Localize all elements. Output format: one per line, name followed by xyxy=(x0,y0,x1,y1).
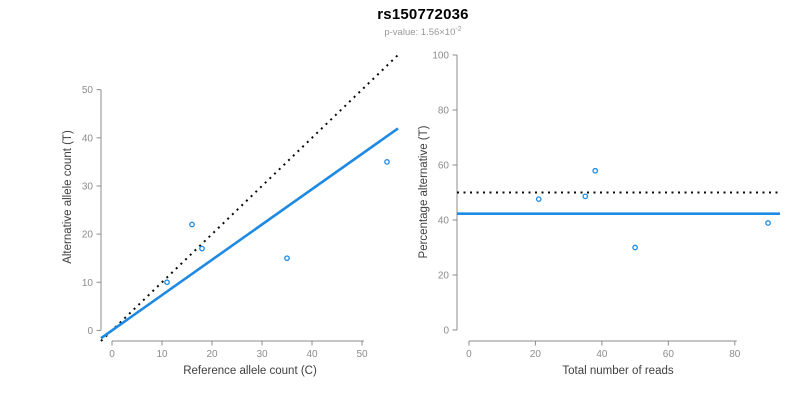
left-x-tick-label: 40 xyxy=(306,349,318,360)
left-x-tick-label: 0 xyxy=(109,349,115,360)
right-xaxis-title: Total number of reads xyxy=(562,365,674,377)
right-y-tick-label: 20 xyxy=(438,271,450,282)
right-data-point xyxy=(765,220,771,226)
left-data-point xyxy=(384,159,390,165)
right-x-tick-label: 20 xyxy=(530,349,542,360)
left-x-tick-label: 30 xyxy=(256,349,268,360)
right-y-tick-label: 40 xyxy=(438,216,450,227)
left-y-tick-label: 40 xyxy=(82,133,94,144)
left-x-tick-label: 20 xyxy=(206,349,218,360)
right-x-tick-label: 60 xyxy=(663,349,675,360)
left-yaxis-title: Alternative allele count (T) xyxy=(62,130,74,264)
left-y-tick-label: 30 xyxy=(82,181,94,192)
left-x-tick-label: 10 xyxy=(156,349,168,360)
left-x-tick-label: 50 xyxy=(356,349,368,360)
right-data-point xyxy=(582,193,589,200)
left-y-tick-label: 20 xyxy=(82,230,94,241)
left-data-point xyxy=(164,279,170,286)
right-y-tick-label: 0 xyxy=(443,326,449,337)
right-data-point xyxy=(592,167,599,174)
left-y-tick-label: 10 xyxy=(82,278,94,289)
right-yaxis-title: Percentage alternative (T) xyxy=(418,125,430,259)
right-data-point xyxy=(535,196,542,202)
right-y-tick-label: 80 xyxy=(438,106,450,117)
left-xaxis-title: Reference allele count (C) xyxy=(183,365,317,377)
left-data-point xyxy=(199,245,205,252)
right-y-tick-label: 60 xyxy=(438,161,450,172)
left-y-tick-label: 0 xyxy=(87,326,93,337)
identity-line xyxy=(100,54,399,342)
allele-ratio-line xyxy=(100,127,399,340)
right-x-tick-label: 0 xyxy=(466,349,472,360)
left-data-point xyxy=(284,255,290,262)
right-x-tick-label: 40 xyxy=(596,349,608,360)
right-data-point xyxy=(632,244,638,251)
left-data-point xyxy=(189,221,195,228)
left-y-tick-label: 50 xyxy=(82,85,94,96)
right-y-tick-label: 100 xyxy=(432,51,449,62)
right-x-tick-label: 80 xyxy=(729,349,741,360)
